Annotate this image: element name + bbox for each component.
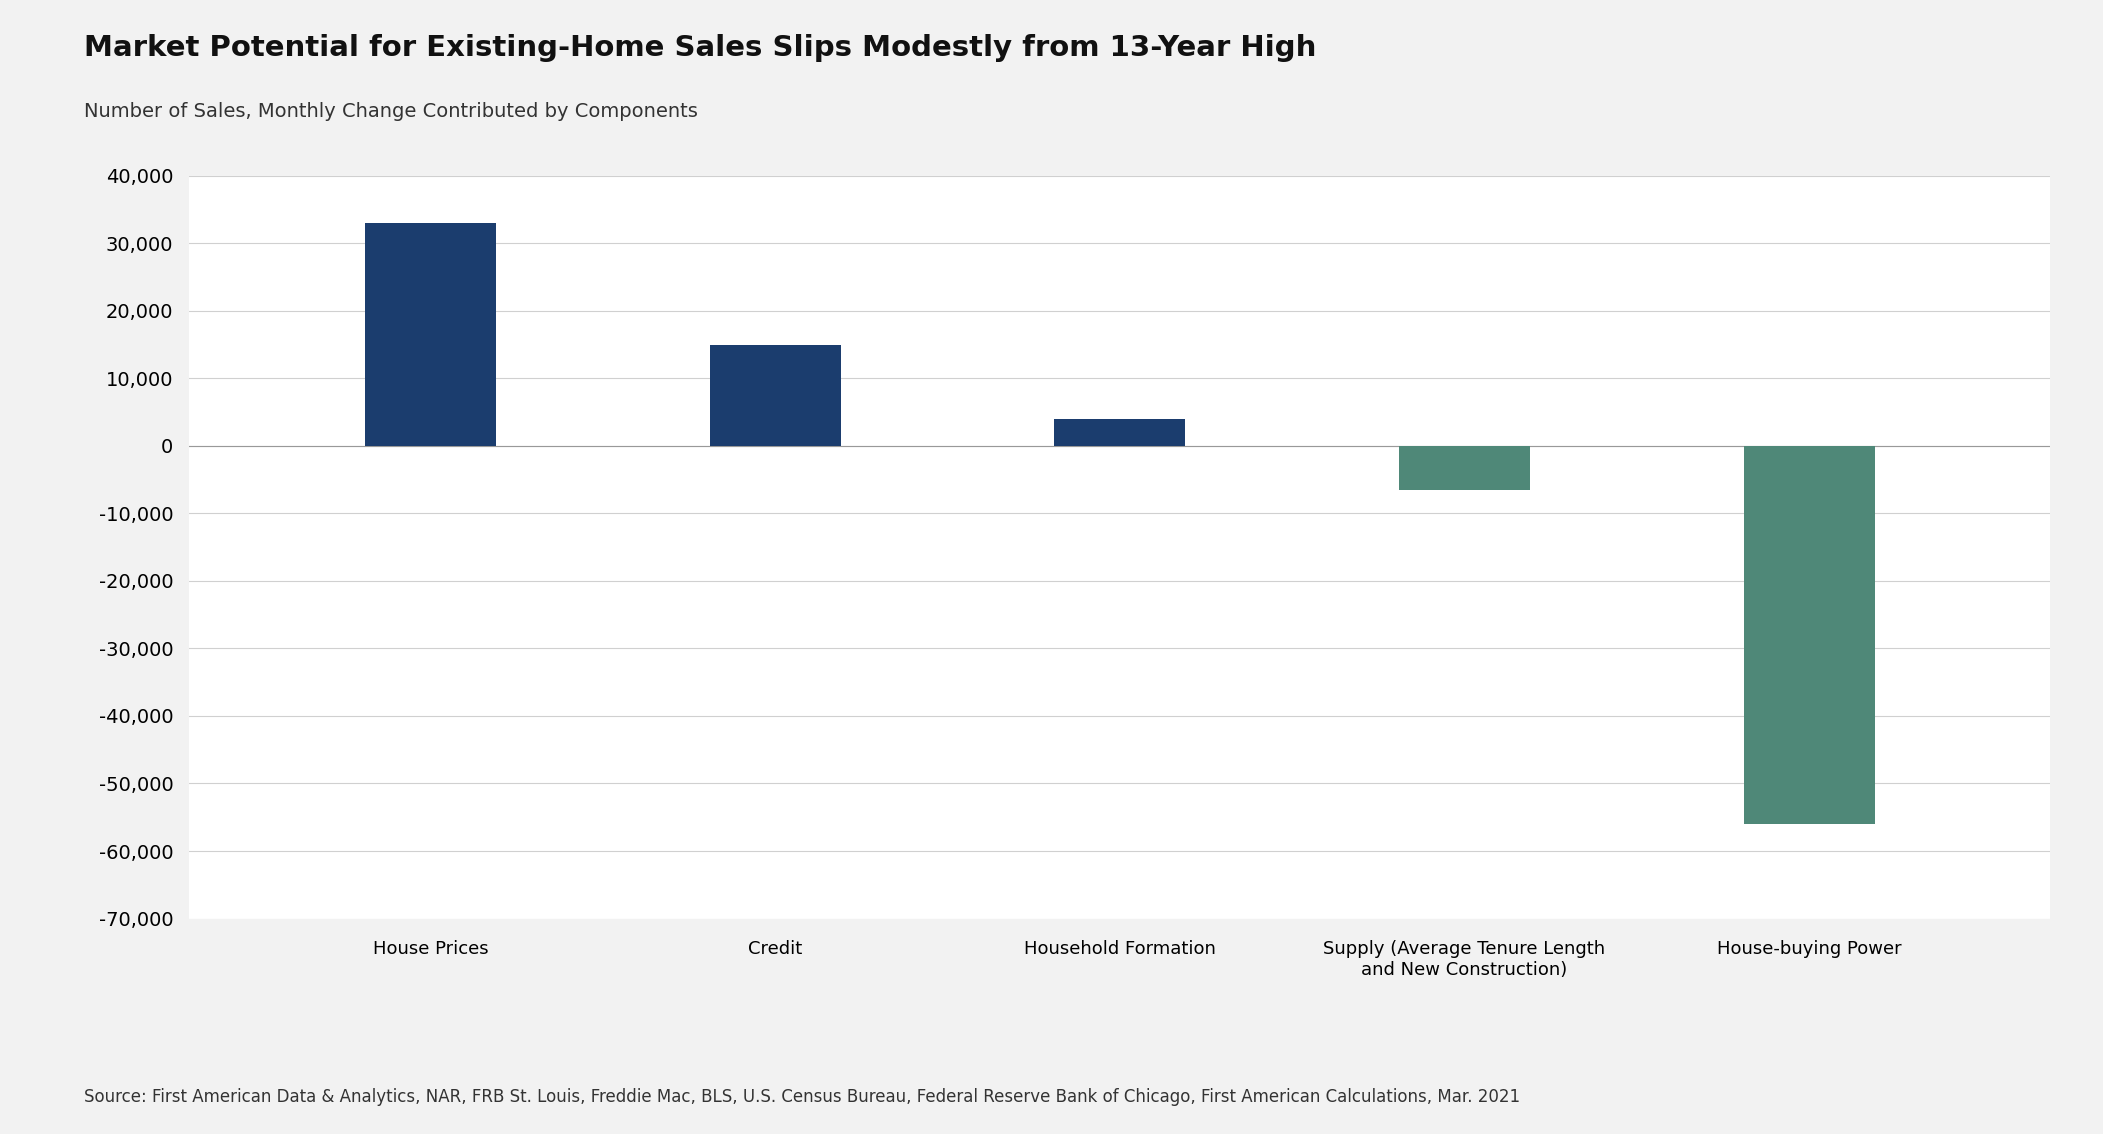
Bar (1054, 418, 1186, 446)
Bar (709, 345, 841, 446)
Bar (1398, 446, 1531, 490)
Text: Market Potential for Existing-Home Sales Slips Modestly from 13-Year High: Market Potential for Existing-Home Sales… (84, 34, 1316, 62)
Bar (1743, 446, 1874, 824)
Text: Number of Sales, Monthly Change Contributed by Components: Number of Sales, Monthly Change Contribu… (84, 102, 698, 121)
Bar (366, 223, 496, 446)
Text: Source: First American Data & Analytics, NAR, FRB St. Louis, Freddie Mac, BLS, U: Source: First American Data & Analytics,… (84, 1088, 1520, 1106)
